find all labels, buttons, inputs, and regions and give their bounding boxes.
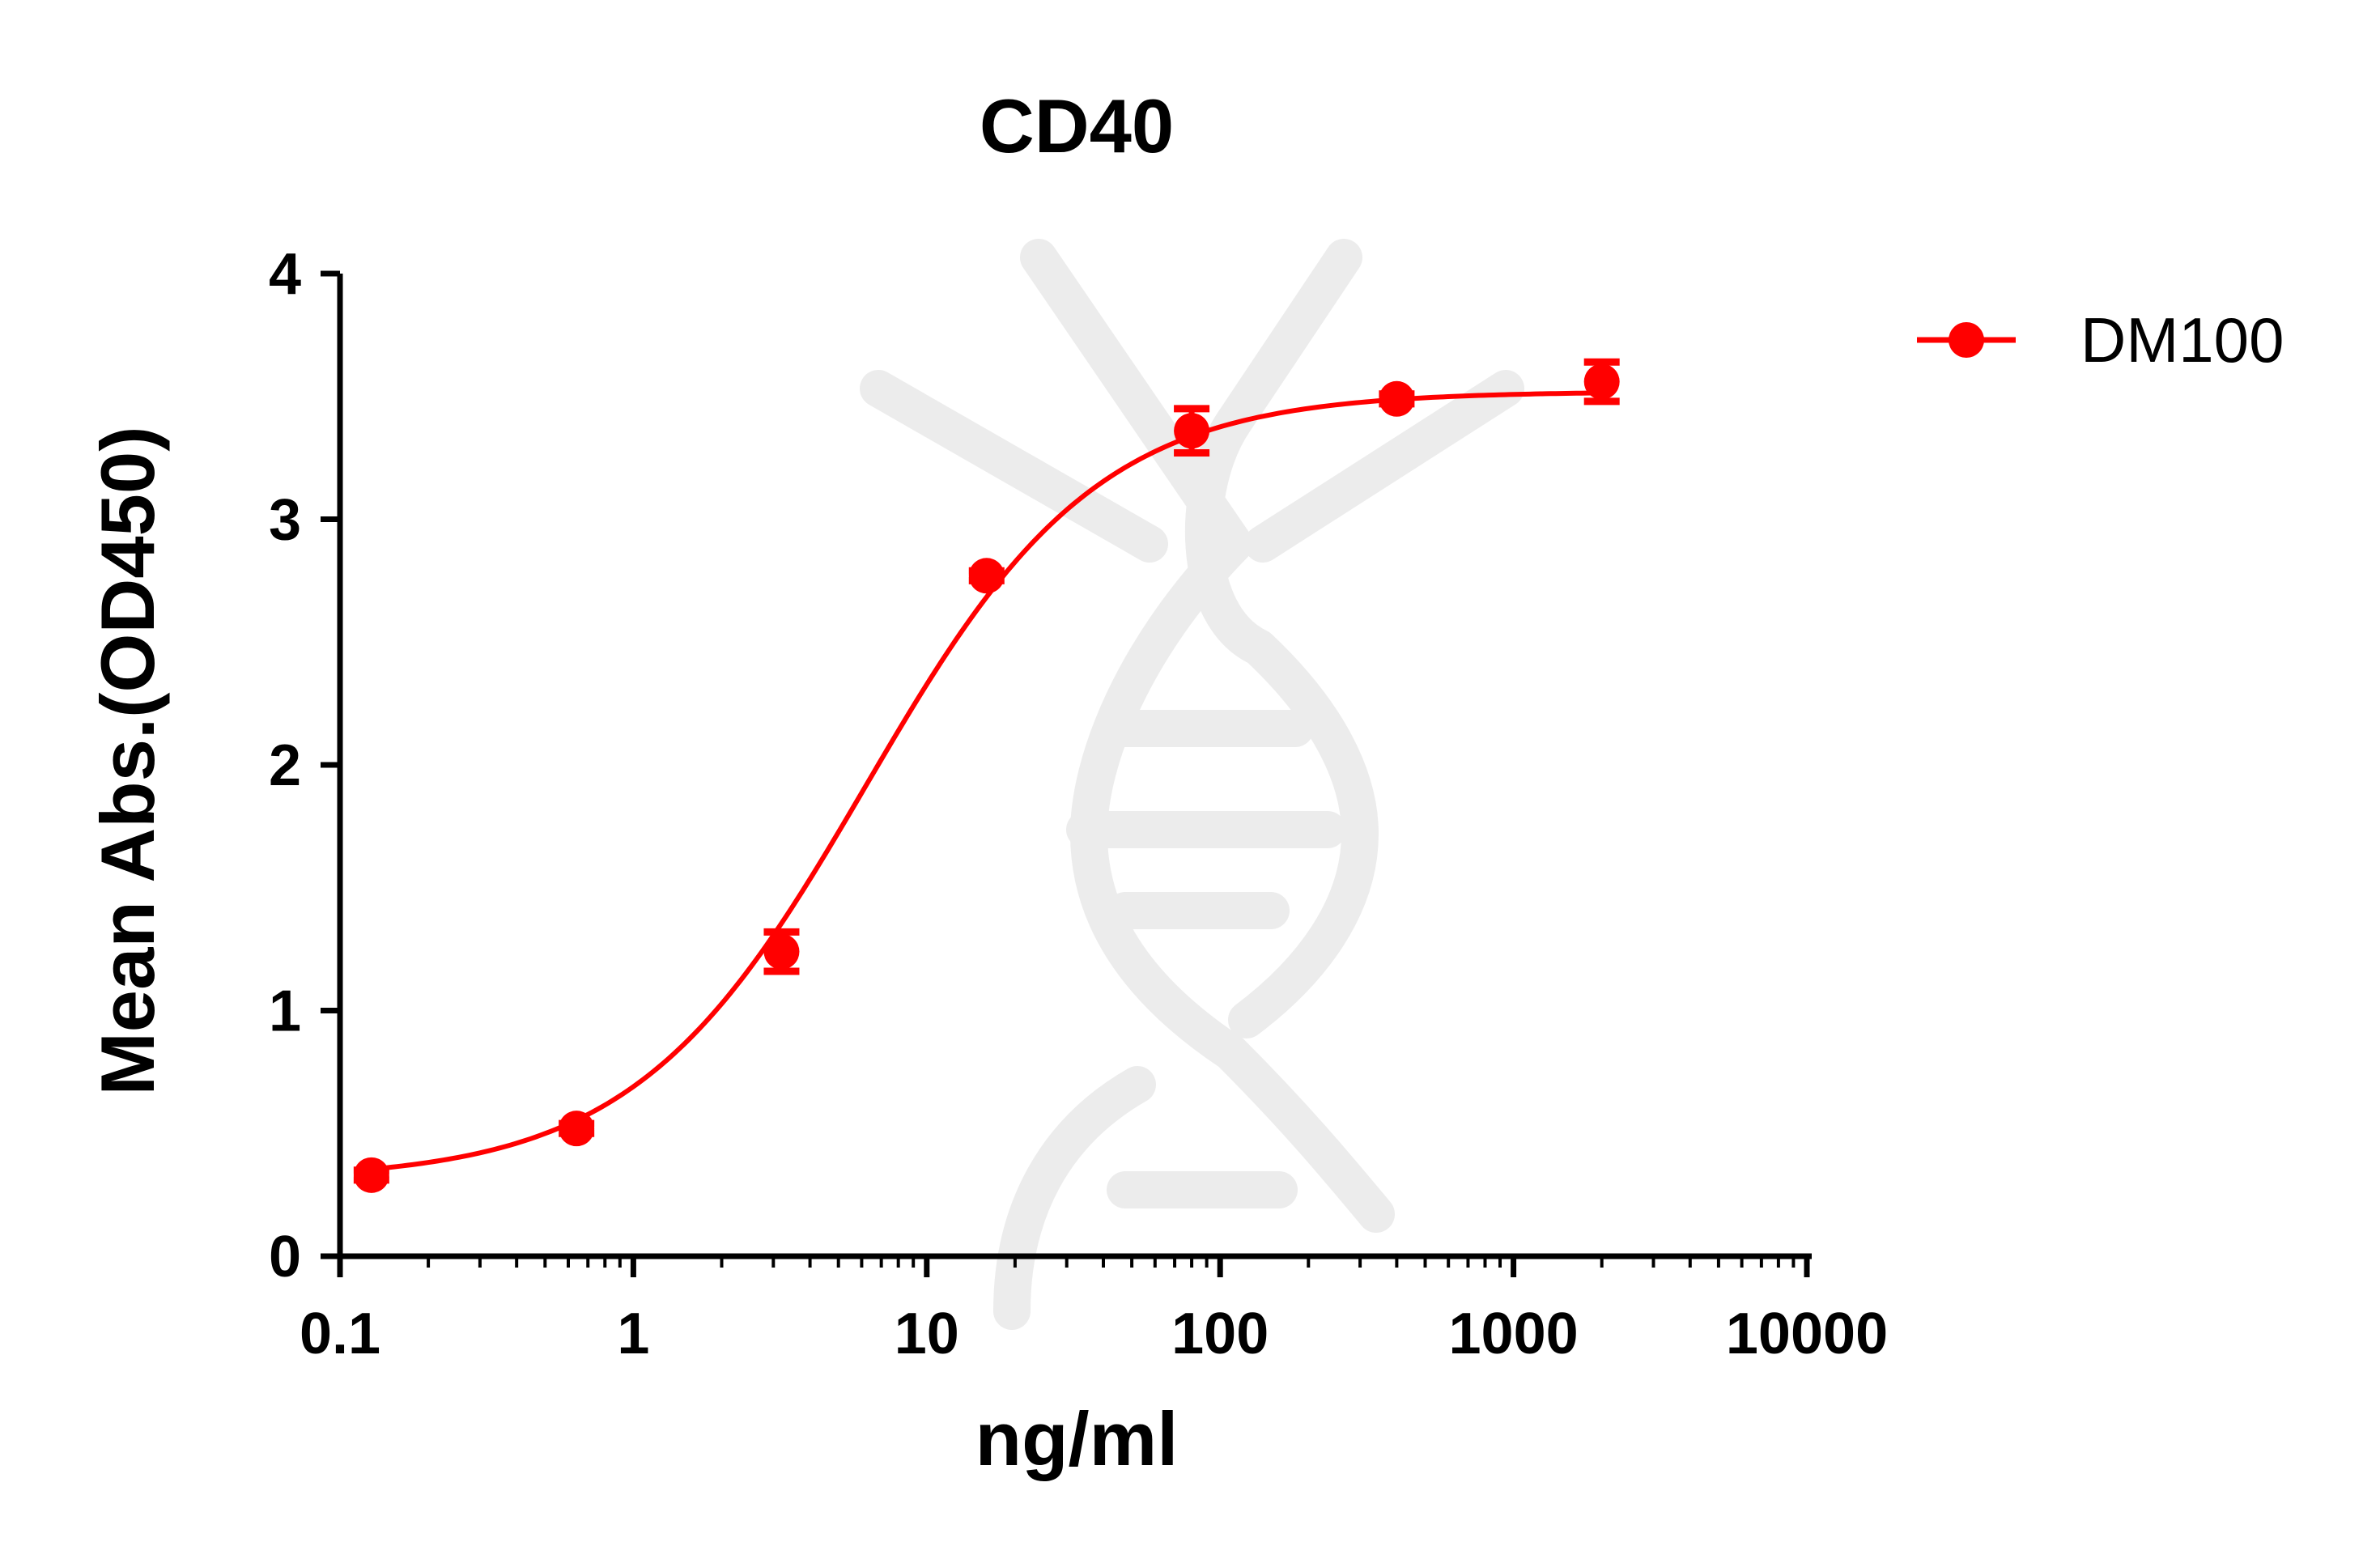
- y-tick-label: 2: [269, 733, 301, 798]
- y-ticks-group: 0 1 2 3 4: [269, 242, 340, 1289]
- x-tick-label: 1000: [1449, 1302, 1579, 1366]
- chart-title: CD40: [980, 83, 1174, 168]
- data-point: [353, 1157, 389, 1193]
- x-tick-label: 10000: [1726, 1302, 1888, 1366]
- x-tick-label: 1: [617, 1302, 649, 1366]
- y-tick-label: 1: [269, 979, 301, 1044]
- data-point: [1583, 363, 1620, 400]
- data-point: [559, 1111, 595, 1147]
- x-tick-label: 0.1: [300, 1302, 380, 1366]
- legend-label-dm100: DM100: [2080, 304, 2284, 376]
- y-axis-label: Mean Abs.(OD450): [85, 426, 170, 1095]
- y-tick-label: 0: [269, 1225, 301, 1289]
- data-point: [1379, 380, 1415, 417]
- series-group: [353, 358, 1620, 1193]
- x-tick-label: 10: [895, 1302, 959, 1366]
- data-point: [763, 933, 800, 970]
- legend: DM100: [1917, 304, 2284, 376]
- x-tick-label: 100: [1171, 1302, 1269, 1366]
- x-axis-label: ng/ml: [975, 1396, 1179, 1481]
- watermark-logo: [860, 239, 1524, 1330]
- legend-marker-dm100: [1949, 322, 1984, 358]
- y-tick-label: 4: [269, 242, 301, 307]
- data-point: [1174, 413, 1210, 449]
- y-tick-label: 3: [269, 488, 301, 553]
- data-point: [968, 558, 1005, 594]
- x-ticks-group: 0.1 1 10 100 1000 10000: [300, 1256, 1888, 1366]
- fit-curve-dm100: [371, 390, 1602, 1172]
